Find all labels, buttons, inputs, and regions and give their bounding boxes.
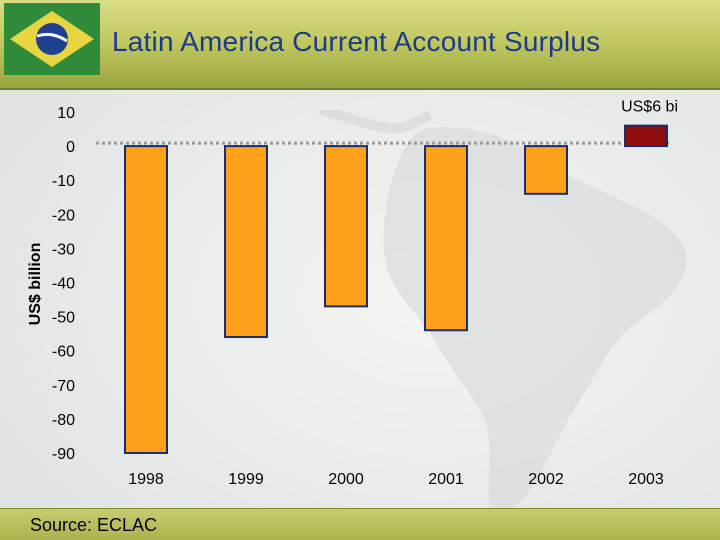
annotation-2003: US$6 bi [621, 99, 678, 116]
y-tick-label: -30 [52, 241, 75, 258]
page-title: Latin America Current Account Surplus [112, 26, 601, 57]
y-tick-label: -40 [52, 276, 75, 293]
y-tick-label: -10 [52, 173, 75, 190]
brazil-flag-icon [4, 3, 100, 75]
y-tick-label: -50 [52, 310, 75, 327]
footer-band: Source: ECLAC [0, 508, 720, 540]
x-axis-ticks: 1998 1999 2000 2001 2002 2003 [128, 471, 664, 488]
bar-1998 [124, 145, 168, 454]
bar-2001 [424, 145, 468, 332]
y-tick-label: 10 [57, 105, 75, 122]
bar-2002 [524, 145, 568, 195]
bar-2003 [624, 124, 668, 148]
x-tick-label: 2000 [328, 471, 364, 488]
y-tick-label: -80 [52, 412, 75, 429]
header-band: Latin America Current Account Surplus [0, 0, 720, 90]
x-tick-label: 2003 [628, 471, 664, 488]
y-axis-label: US$ billion [27, 243, 44, 326]
y-tick-label: -60 [52, 344, 75, 361]
x-tick-label: 2001 [428, 471, 464, 488]
x-tick-label: 1999 [228, 471, 264, 488]
y-tick-label: 0 [66, 139, 75, 156]
y-axis-ticks: 10 0 -10 -20 -30 -40 -50 -60 -70 -80 -90 [52, 105, 75, 463]
x-tick-label: 2002 [528, 471, 564, 488]
y-tick-label: -90 [52, 446, 75, 463]
bar-1999 [224, 145, 268, 339]
y-tick-label: -70 [52, 378, 75, 395]
y-tick-label: -20 [52, 207, 75, 224]
bars [124, 124, 668, 454]
x-tick-label: 1998 [128, 471, 164, 488]
bar-2000 [324, 145, 368, 308]
source-note: Source: ECLAC [30, 515, 158, 535]
